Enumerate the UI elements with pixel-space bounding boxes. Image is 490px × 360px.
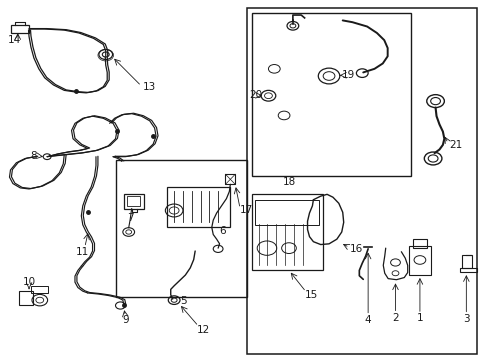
Bar xyxy=(460,268,477,272)
Text: 1: 1 xyxy=(416,313,423,323)
Text: 8: 8 xyxy=(31,150,37,161)
Bar xyxy=(127,197,141,206)
Bar xyxy=(11,25,28,33)
Bar xyxy=(225,174,235,184)
Text: 12: 12 xyxy=(197,325,210,335)
Text: 21: 21 xyxy=(449,140,463,150)
Text: 2: 2 xyxy=(392,313,399,323)
Bar xyxy=(247,8,477,354)
Bar xyxy=(124,194,145,209)
Bar xyxy=(167,187,230,226)
Bar xyxy=(463,255,472,268)
Bar xyxy=(31,286,48,293)
Text: 3: 3 xyxy=(463,314,469,324)
Text: 5: 5 xyxy=(181,296,187,306)
Text: 10: 10 xyxy=(23,277,36,287)
Bar xyxy=(116,160,247,297)
Bar xyxy=(409,246,431,275)
Text: 19: 19 xyxy=(342,70,355,80)
Bar xyxy=(252,13,411,176)
Text: 4: 4 xyxy=(365,315,371,325)
Text: 16: 16 xyxy=(350,244,363,254)
Bar xyxy=(252,194,323,270)
Bar xyxy=(413,239,427,248)
Bar xyxy=(255,200,319,225)
Text: 6: 6 xyxy=(220,226,226,236)
Text: 20: 20 xyxy=(249,90,262,100)
Text: 7: 7 xyxy=(127,213,133,222)
Text: 11: 11 xyxy=(76,247,89,257)
Text: 9: 9 xyxy=(122,315,128,325)
Text: 17: 17 xyxy=(240,206,253,216)
Text: 18: 18 xyxy=(282,177,295,187)
Bar xyxy=(19,291,33,305)
Text: 14: 14 xyxy=(8,35,21,45)
Text: 13: 13 xyxy=(143,82,156,92)
Text: 15: 15 xyxy=(304,291,318,301)
